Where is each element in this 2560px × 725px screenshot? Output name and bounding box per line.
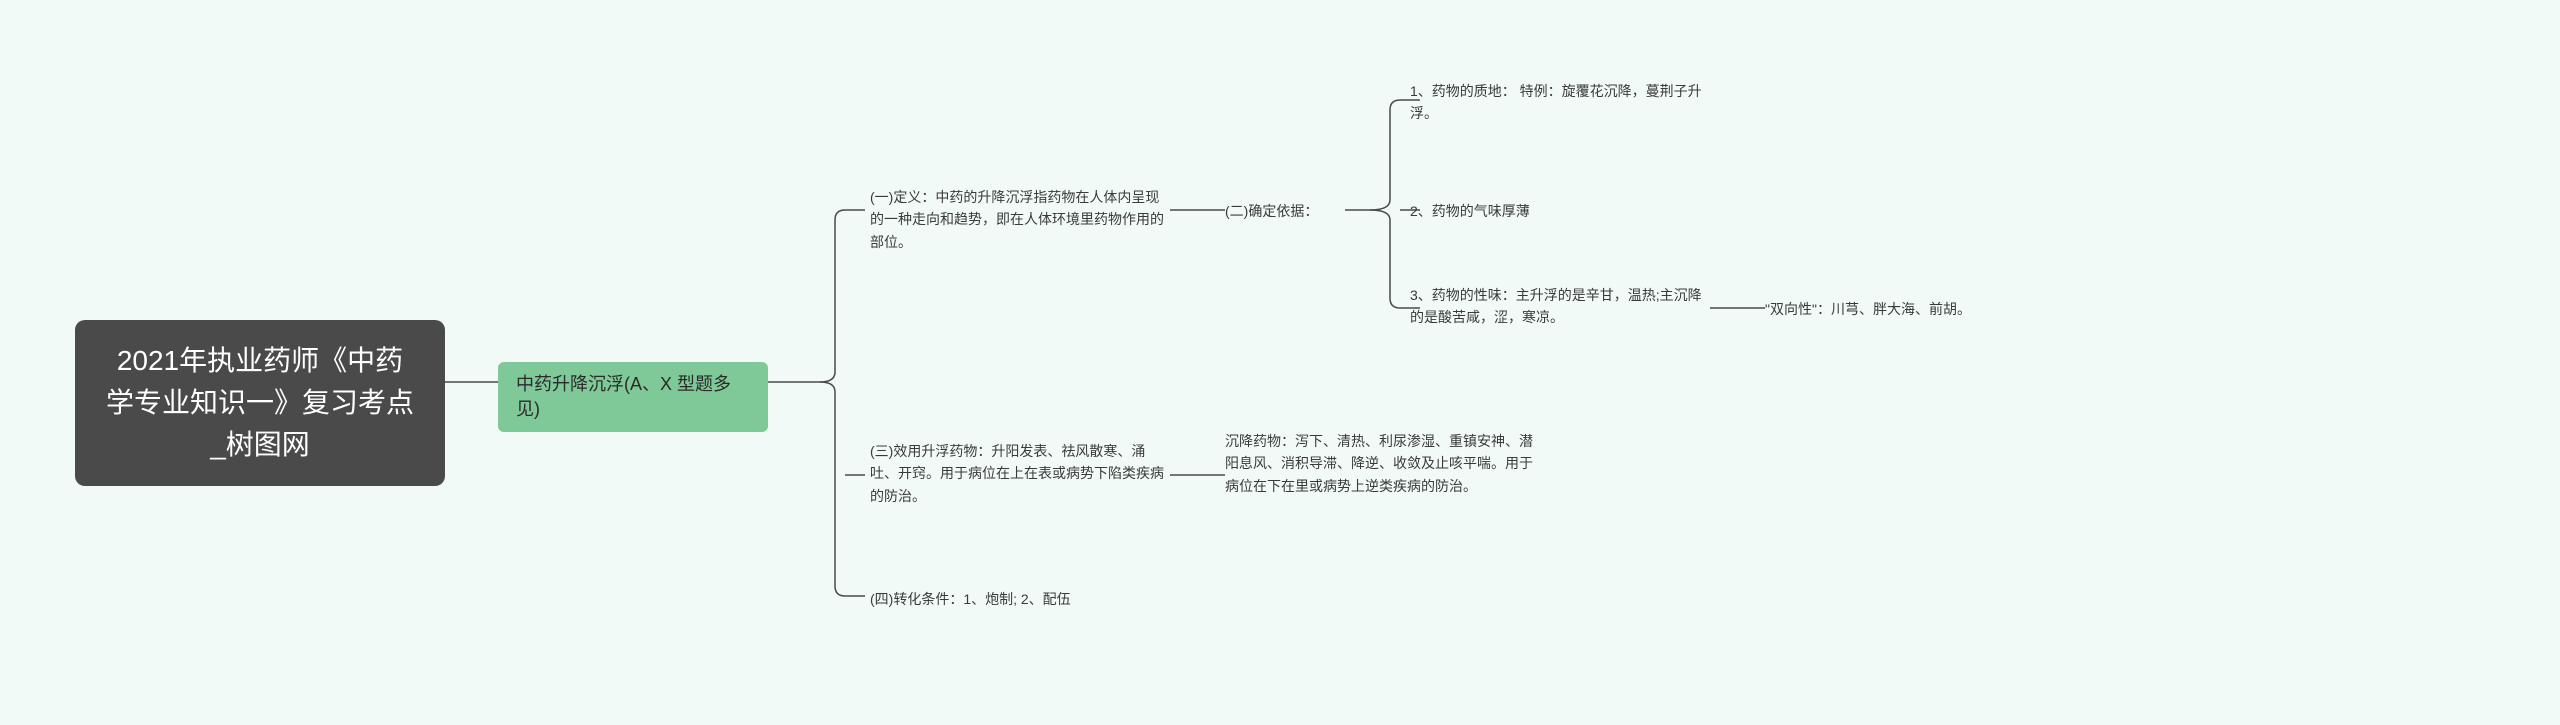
- node-definition-text: (一)定义：中药的升降沉浮指药物在人体内呈现的一种走向和趋势，即在人体环境里药物…: [870, 189, 1164, 250]
- node-bidirectional-text: "双向性"：川芎、胖大海、前胡。: [1765, 301, 1971, 317]
- node-definition: (一)定义：中药的升降沉浮指药物在人体内呈现的一种走向和趋势，即在人体环境里药物…: [870, 186, 1170, 253]
- node-basis-3: 3、药物的性味：主升浮的是辛甘，温热;主沉降的是酸苦咸，涩，寒凉。: [1410, 284, 1710, 329]
- node-basis-1-text: 1、药物的质地： 特例：旋覆花沉降，蔓荆子升浮。: [1410, 83, 1702, 121]
- node-effect-sink-text: 沉降药物：泻下、清热、利尿渗湿、重镇安神、潜阳息风、消积导滞、降逆、收敛及止咳平…: [1225, 433, 1533, 494]
- node-basis-1: 1、药物的质地： 特例：旋覆花沉降，蔓荆子升浮。: [1410, 80, 1710, 125]
- root-node: 2021年执业药师《中药学专业知识一》复习考点_树图网: [75, 320, 445, 486]
- level1-node: 中药升降沉浮(A、X 型题多见): [498, 362, 768, 432]
- node-effect: (三)效用升浮药物：升阳发表、祛风散寒、涌吐、开窍。用于病位在上在表或病势下陷类…: [870, 440, 1170, 507]
- node-basis-2-text: 2、药物的气味厚薄: [1410, 203, 1530, 219]
- node-basis-text: (二)确定依据：: [1225, 203, 1318, 219]
- node-bidirectional: "双向性"：川芎、胖大海、前胡。: [1765, 298, 2015, 320]
- node-basis-3-text: 3、药物的性味：主升浮的是辛甘，温热;主沉降的是酸苦咸，涩，寒凉。: [1410, 287, 1702, 325]
- node-effect-text: (三)效用升浮药物：升阳发表、祛风散寒、涌吐、开窍。用于病位在上在表或病势下陷类…: [870, 443, 1164, 504]
- root-label: 2021年执业药师《中药学专业知识一》复习考点_树图网: [106, 345, 414, 460]
- node-basis-2: 2、药物的气味厚薄: [1410, 200, 1710, 222]
- level1-label: 中药升降沉浮(A、X 型题多见): [516, 374, 731, 419]
- node-effect-sink: 沉降药物：泻下、清热、利尿渗湿、重镇安神、潜阳息风、消积导滞、降逆、收敛及止咳平…: [1225, 430, 1535, 497]
- node-transform-text: (四)转化条件：1、炮制; 2、配伍: [870, 591, 1071, 607]
- node-basis: (二)确定依据：: [1225, 200, 1345, 222]
- node-transform: (四)转化条件：1、炮制; 2、配伍: [870, 588, 1170, 610]
